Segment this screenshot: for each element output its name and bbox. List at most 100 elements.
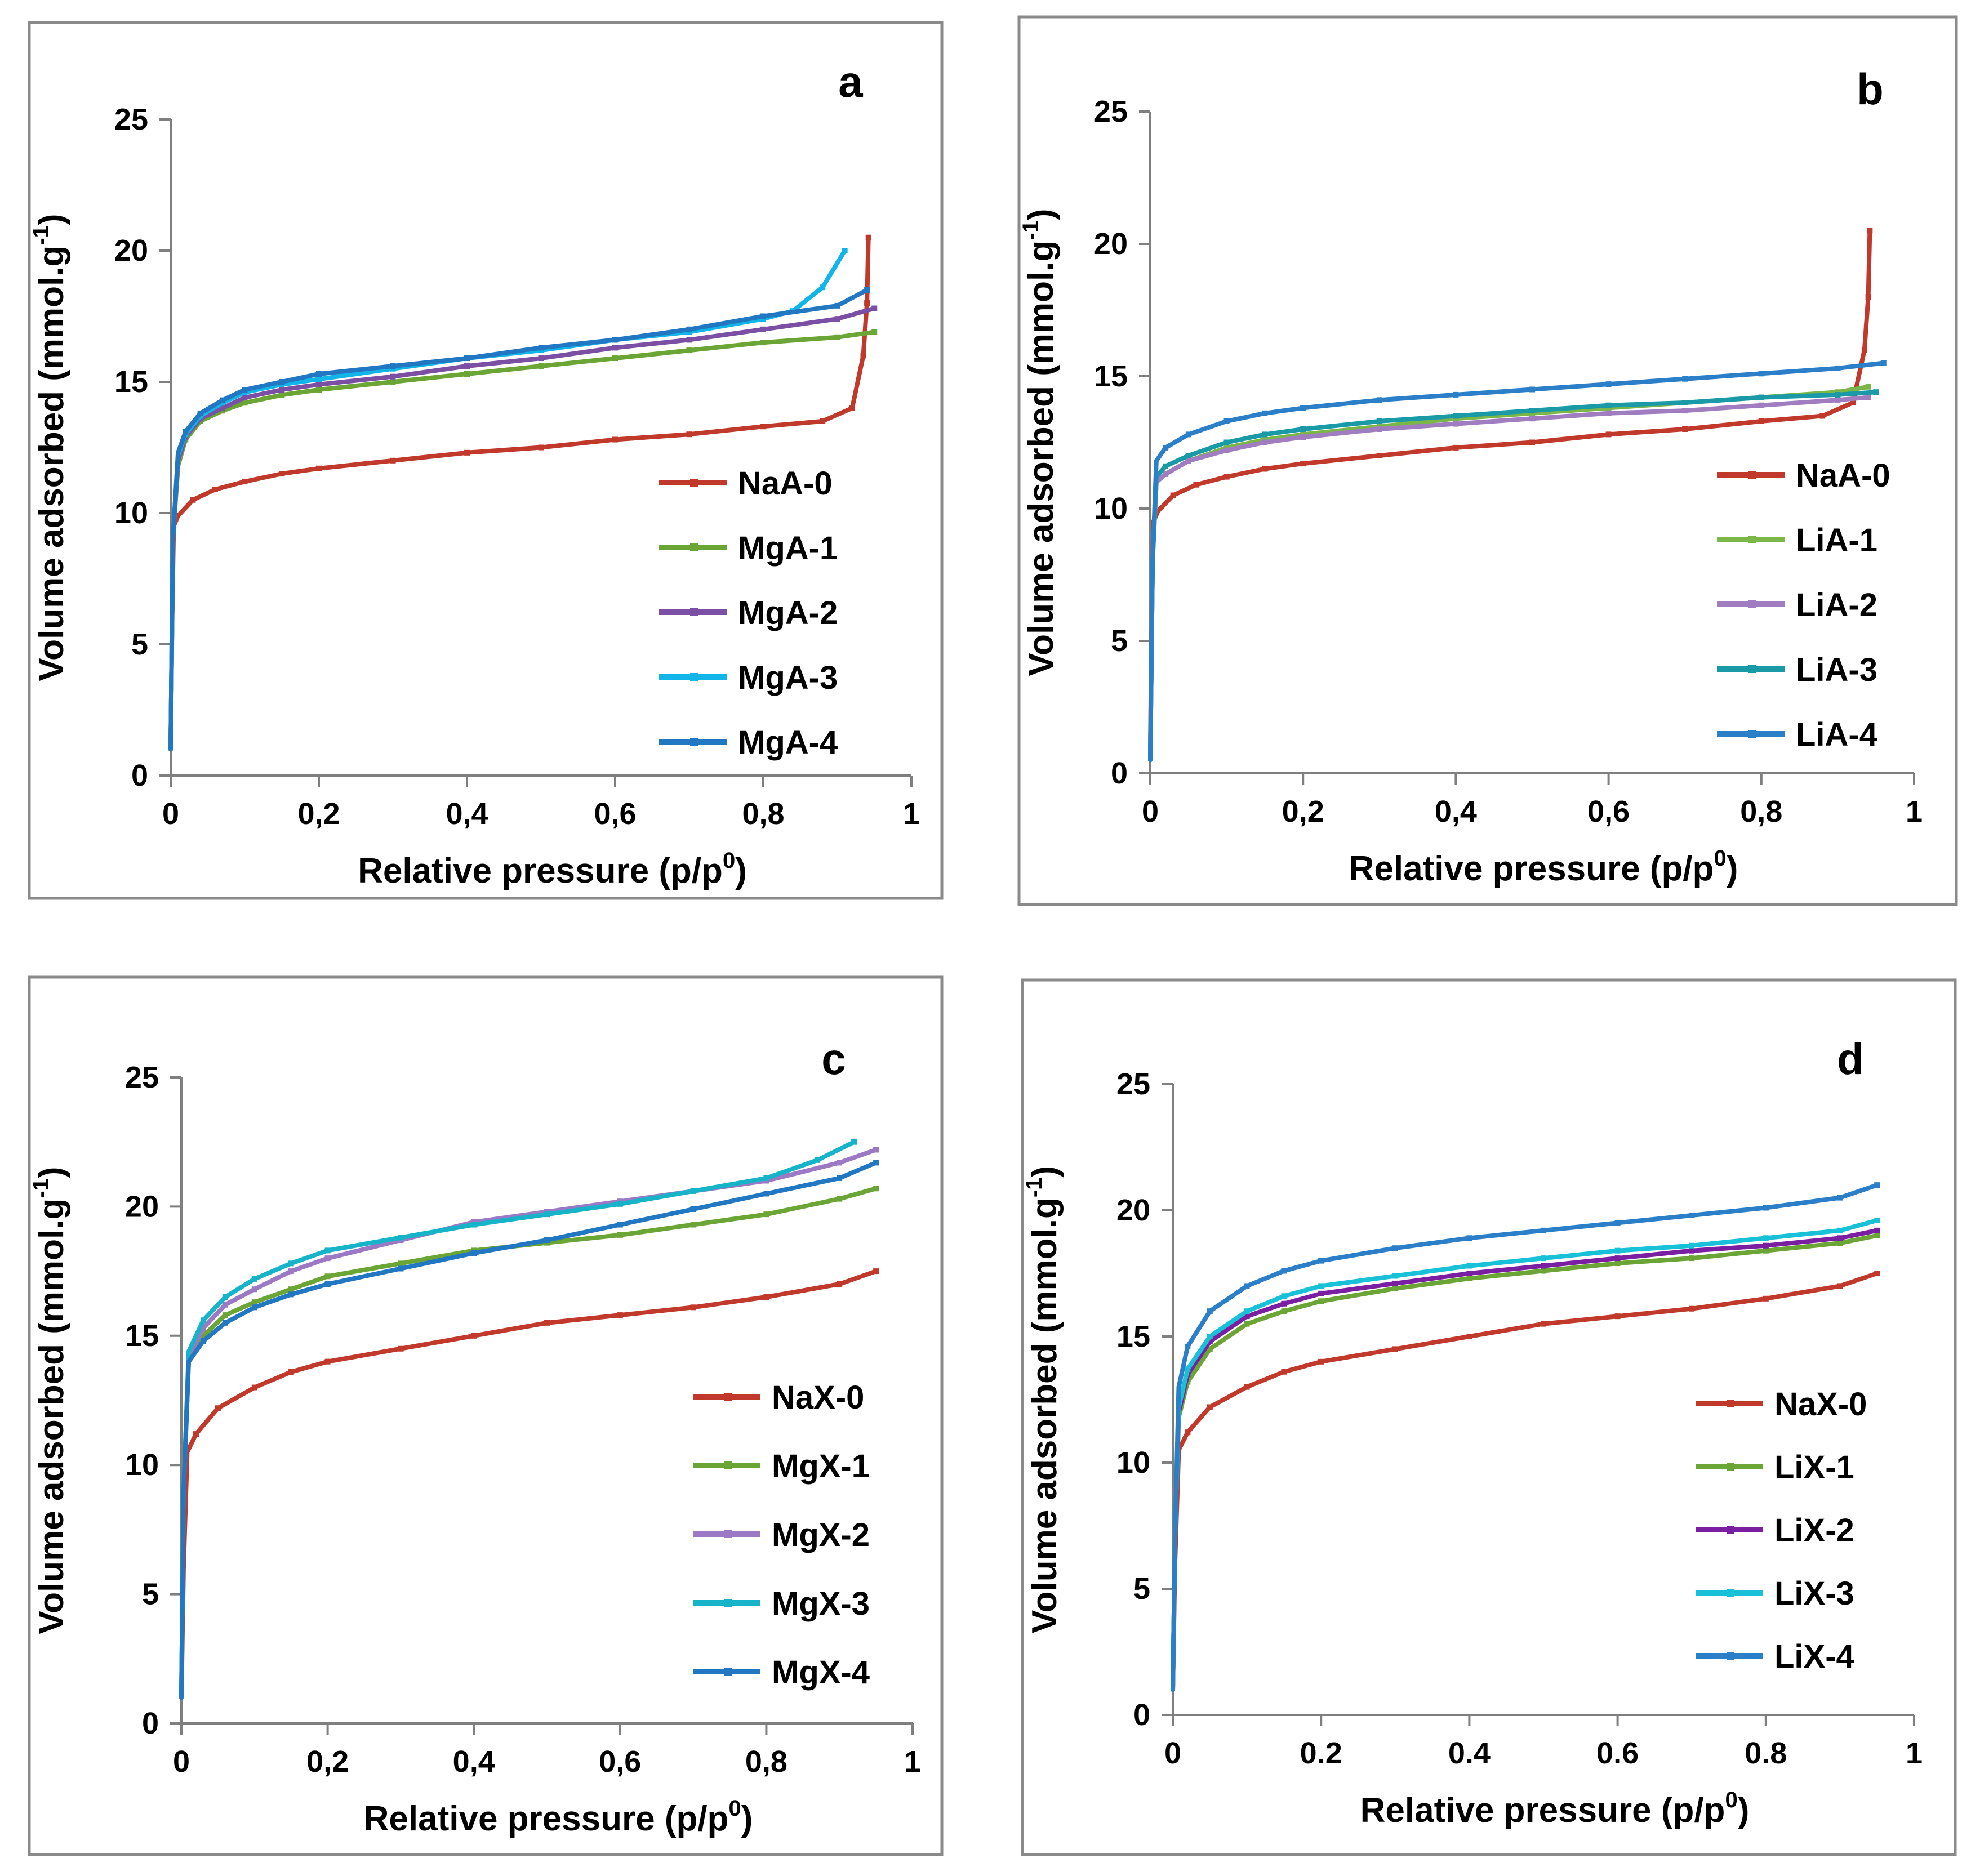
data-point-mgx-2 bbox=[873, 1147, 879, 1153]
legend-label-lix-1: LiX-1 bbox=[1774, 1449, 1854, 1486]
data-point-mgx-2 bbox=[200, 1325, 206, 1331]
data-point-mgx-1 bbox=[837, 1196, 843, 1202]
panel-letter: b bbox=[1857, 64, 1884, 114]
data-point-nax-0 bbox=[1614, 1313, 1621, 1320]
data-point-mgx-4 bbox=[763, 1191, 769, 1197]
data-point-nax-0 bbox=[1244, 1384, 1250, 1390]
data-point-mga-1 bbox=[242, 400, 248, 406]
data-point-lia-2 bbox=[1865, 394, 1871, 400]
x-tick-label: 0,6 bbox=[594, 797, 636, 831]
data-point-mga-2 bbox=[390, 373, 396, 380]
data-point-lia-3 bbox=[1682, 400, 1688, 405]
data-point-lix-3 bbox=[1837, 1227, 1843, 1233]
x-tick-label: 0,4 bbox=[453, 1745, 495, 1779]
data-point-lia-2 bbox=[1529, 416, 1535, 422]
data-point-mga-2 bbox=[760, 326, 766, 332]
panel-d: 0 5 10 15 20 25 0 0.2 0.4 0.6 0.8 1 Relative pressur… bbox=[1021, 978, 1957, 1856]
legend-marker-lia-4 bbox=[1748, 730, 1756, 738]
data-point-lix-3 bbox=[1281, 1293, 1287, 1299]
y-tick-label: 10 bbox=[1094, 492, 1128, 525]
series-line-nax-0 bbox=[179, 1269, 879, 1700]
data-point-lix-4 bbox=[1185, 1343, 1191, 1349]
y-axis-title-main: Volume adsorbed (mmol.g bbox=[32, 1198, 71, 1634]
series-line-lia-4 bbox=[1148, 360, 1886, 763]
data-point-lix-2 bbox=[1207, 1338, 1213, 1344]
data-point-lix-1 bbox=[1244, 1321, 1250, 1327]
x-axis-title: Relative pressure (p/p0) bbox=[358, 848, 747, 890]
x-tick-label: 0 bbox=[162, 797, 179, 831]
series-line-lia-2 bbox=[1148, 395, 1871, 763]
data-point-nax-0 bbox=[288, 1369, 294, 1375]
data-point-lia-3 bbox=[1262, 431, 1268, 438]
x-axis-title-sup: 0 bbox=[728, 1796, 741, 1821]
data-point-nax-0 bbox=[193, 1431, 199, 1437]
data-point-mga-2 bbox=[871, 305, 878, 311]
series-line-naa-0 bbox=[1148, 228, 1872, 749]
series-line-lix-3 bbox=[1171, 1218, 1880, 1692]
y-tick-label: 25 bbox=[1094, 95, 1128, 128]
data-point-lia-4 bbox=[1453, 391, 1459, 398]
legend-label-lix-2: LiX-2 bbox=[1774, 1512, 1854, 1549]
data-point-mgx-4 bbox=[690, 1206, 696, 1212]
data-point-lix-3 bbox=[1614, 1247, 1621, 1254]
legend-label-nax-0: NaX-0 bbox=[772, 1379, 864, 1416]
data-point-mgx-4 bbox=[288, 1291, 294, 1298]
data-point-nax-0 bbox=[215, 1405, 221, 1411]
data-point-lia-3 bbox=[1185, 453, 1191, 458]
data-point-naa-0 bbox=[1605, 431, 1612, 438]
data-point-lix-4 bbox=[1541, 1227, 1546, 1233]
data-point-naa-0 bbox=[760, 424, 766, 430]
legend-label-mgx-4: MgX-4 bbox=[772, 1654, 870, 1691]
y-axis-title: Volume adsorbed (mmol.g-1) bbox=[29, 213, 71, 681]
x-tick-label: 1 bbox=[903, 797, 920, 831]
data-point-mgx-1 bbox=[690, 1222, 696, 1228]
data-point-mga-4 bbox=[834, 302, 840, 309]
legend-label-lix-4: LiX-4 bbox=[1774, 1638, 1854, 1675]
data-point-lia-4 bbox=[1605, 381, 1612, 387]
data-point-naa-0 bbox=[316, 465, 322, 471]
data-point-naa-0 bbox=[849, 405, 855, 411]
data-point-lix-1 bbox=[1541, 1268, 1546, 1274]
data-point-mga-3 bbox=[316, 376, 322, 382]
data-point-mgx-1 bbox=[251, 1299, 257, 1305]
data-point-lix-2 bbox=[1244, 1313, 1250, 1320]
data-point-lix-4 bbox=[1392, 1245, 1398, 1251]
data-point-naa-0 bbox=[1453, 444, 1459, 451]
data-point-naa-0 bbox=[1682, 426, 1688, 432]
x-axis-title-main: Relative pressure (p/p bbox=[364, 1799, 729, 1838]
x-axis-title-end: ) bbox=[735, 852, 747, 890]
data-point-mga-1 bbox=[871, 329, 878, 335]
data-point-mga-1 bbox=[612, 355, 618, 362]
data-point-lix-4 bbox=[1281, 1268, 1287, 1274]
data-point-lix-4 bbox=[1763, 1205, 1769, 1211]
y-axis-title-end: ) bbox=[32, 213, 71, 225]
data-point-naa-0 bbox=[464, 449, 470, 456]
data-point-mgx-1 bbox=[222, 1312, 228, 1318]
data-point-lix-2 bbox=[1541, 1263, 1546, 1269]
legend-marker-lia-1 bbox=[1748, 536, 1756, 543]
data-point-lix-2 bbox=[1689, 1247, 1695, 1254]
data-point-mga-4 bbox=[242, 386, 248, 393]
data-point-mgx-4 bbox=[324, 1281, 331, 1287]
data-point-mgx-2 bbox=[288, 1268, 294, 1275]
legend-marker-mga-4 bbox=[690, 738, 698, 746]
y-axis-title: Volume adsorbed (mmol.g-1) bbox=[29, 1166, 71, 1634]
y-tick-label: 10 bbox=[114, 496, 148, 530]
legend-label-naa-0: NaA-0 bbox=[1796, 457, 1890, 494]
data-point-nax-0 bbox=[1281, 1369, 1287, 1375]
data-point-lia-4 bbox=[1223, 418, 1230, 424]
data-point-lix-3 bbox=[1207, 1334, 1213, 1339]
y-axis-title-end: ) bbox=[1025, 1166, 1064, 1178]
data-point-lia-2 bbox=[1758, 402, 1764, 408]
data-point-mga-4 bbox=[760, 313, 766, 319]
data-point-mgx-3 bbox=[324, 1247, 331, 1254]
x-axis-title-main: Relative pressure (p/p bbox=[358, 852, 723, 890]
y-tick-label: 20 bbox=[125, 1189, 159, 1223]
legend-marker-lix-4 bbox=[1727, 1652, 1734, 1660]
y-tick-label: 15 bbox=[125, 1319, 159, 1353]
x-axis-title-end: ) bbox=[741, 1799, 753, 1838]
data-point-mgx-4 bbox=[837, 1175, 843, 1181]
x-axis-title-sup: 0 bbox=[723, 848, 735, 873]
legend-label-naa-0: NaA-0 bbox=[738, 465, 833, 502]
